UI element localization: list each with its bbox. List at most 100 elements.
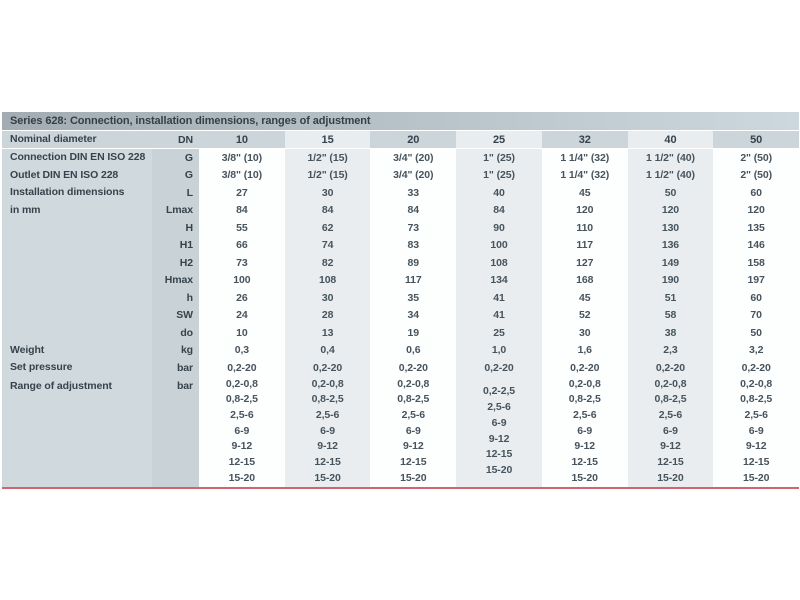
row-label: [2, 324, 152, 342]
value-cell: 84: [199, 201, 285, 219]
datasheet-table: Series 628: Connection, installation dim…: [2, 112, 800, 489]
unit-cell: L: [152, 184, 199, 202]
value-cell: 51: [627, 289, 714, 307]
unit-cell: Hmax: [152, 271, 199, 289]
value-cell: 134: [456, 271, 542, 289]
value-cell: 60: [713, 289, 800, 307]
table-row-connection: Connection DIN EN ISO 228 G 3/8" (10) 1/…: [2, 149, 800, 167]
value-cell: 117: [541, 236, 628, 254]
value-cell: 2,3: [627, 341, 714, 359]
table-row-SW: SW 24 28 34 41 52 58 70: [2, 306, 800, 324]
value-cell: 58: [627, 306, 714, 324]
header-col-dn50: 50: [750, 133, 763, 146]
table-row-range-of-adjustment: Range of adjustment bar 0,2-0,8 0,8-2,5 …: [2, 376, 800, 487]
row-label: [2, 289, 152, 307]
value-cell: 74: [284, 236, 371, 254]
value-cell: 120: [627, 201, 714, 219]
value-cell: 60: [713, 184, 800, 202]
value-cell: 135: [713, 219, 800, 237]
value-cell: 1 1/2" (40): [627, 149, 714, 167]
value-cell: 1,6: [541, 341, 628, 359]
value-cell: 30: [541, 324, 628, 342]
row-label: [2, 271, 152, 289]
value-cell: 0,2-20: [284, 359, 371, 377]
value-cell: 0,4: [284, 341, 371, 359]
value-cell: 158: [713, 254, 800, 272]
value-cell: 83: [370, 236, 457, 254]
value-cell: 35: [370, 289, 457, 307]
value-cell: 146: [713, 236, 800, 254]
value-cell: 0,2-20: [627, 359, 714, 377]
row-label: [2, 236, 152, 254]
value-cell: 3,2: [713, 341, 800, 359]
value-cell: 1,0: [456, 341, 542, 359]
value-cell-range-list: 0,2-2,5 2,5-6 6-9 9-12 12-15 15-20: [456, 376, 542, 487]
table-title: Series 628: Connection, installation dim…: [2, 112, 799, 130]
header-col-dn10: 10: [235, 133, 248, 146]
value-cell-range-list: 0,2-0,8 0,8-2,5 2,5-6 6-9 9-12 12-15 15-…: [627, 376, 714, 487]
value-cell: 66: [199, 236, 285, 254]
value-cell: 2" (50): [713, 149, 800, 167]
value-cell: 197: [713, 271, 800, 289]
unit-cell: SW: [152, 306, 199, 324]
table-row-H2: H2 73 82 89 108 127 149 158: [2, 254, 800, 272]
header-col-dn25: 25: [456, 131, 542, 148]
value-cell: 130: [627, 219, 714, 237]
value-cell: 1/2" (15): [284, 149, 371, 167]
row-label: [2, 306, 152, 324]
value-cell: 1 1/4" (32): [541, 149, 628, 167]
value-cell: 0,3: [199, 341, 285, 359]
unit-cell: bar: [152, 376, 199, 487]
value-cell: 3/4" (20): [370, 149, 457, 167]
value-cell: 45: [541, 289, 628, 307]
value-cell: 84: [284, 201, 371, 219]
table-row-Lmax: Lmax 84 84 84 84 120 120 120: [2, 201, 800, 219]
unit-cell: G: [152, 149, 199, 167]
unit-cell: h: [152, 289, 199, 307]
table-header-row: Nominal diameter DN 10 15 20 25 32 40 50: [2, 131, 799, 148]
value-cell: 70: [713, 306, 800, 324]
value-cell: 0,2-20: [456, 359, 542, 377]
value-cell: 0,2-20: [199, 359, 285, 377]
table-row-Hmax: Hmax 100 108 117 134 168 190 197: [2, 271, 800, 289]
value-cell: 149: [627, 254, 714, 272]
unit-cell: kg: [152, 341, 199, 359]
table-row-h: h 26 30 35 41 45 51 60: [2, 289, 800, 307]
value-cell: 120: [541, 201, 628, 219]
header-col-dn20: 20: [407, 133, 420, 146]
value-cell: 24: [199, 306, 285, 324]
value-cell: 38: [627, 324, 714, 342]
value-cell: 73: [199, 254, 285, 272]
row-label: [2, 254, 152, 272]
value-cell: 26: [199, 289, 285, 307]
value-cell: 84: [370, 201, 457, 219]
value-cell: 19: [370, 324, 457, 342]
header-col-dn40: 40: [627, 131, 714, 148]
value-cell: 50: [713, 324, 800, 342]
header-col-dn32: 32: [578, 133, 591, 146]
value-cell: 100: [199, 271, 285, 289]
value-cell: 1" (25): [456, 149, 542, 167]
value-cell: 190: [627, 271, 714, 289]
value-cell: 89: [370, 254, 457, 272]
value-cell: 0,6: [370, 341, 457, 359]
value-cell: 30: [284, 289, 371, 307]
value-cell: 84: [456, 201, 542, 219]
value-cell: 0,2-20: [370, 359, 457, 377]
value-cell: 45: [541, 184, 628, 202]
value-cell: 41: [456, 289, 542, 307]
value-cell: 40: [456, 184, 542, 202]
value-cell: 136: [627, 236, 714, 254]
value-cell: 3/8" (10): [199, 166, 285, 184]
header-label: Nominal diameter: [10, 133, 97, 145]
value-cell: 2" (50): [713, 166, 800, 184]
table-row-outlet: Outlet DIN EN ISO 228 G 3/8" (10) 1/2" (…: [2, 166, 800, 184]
value-cell: 10: [199, 324, 285, 342]
value-cell: 13: [284, 324, 371, 342]
value-cell: 82: [284, 254, 371, 272]
row-label-range-of-adjustment: Range of adjustment: [2, 376, 152, 487]
value-cell-range-list: 0,2-0,8 0,8-2,5 2,5-6 6-9 9-12 12-15 15-…: [284, 376, 371, 487]
value-cell: 55: [199, 219, 285, 237]
unit-cell: Lmax: [152, 201, 199, 219]
value-cell: 1 1/2" (40): [627, 166, 714, 184]
